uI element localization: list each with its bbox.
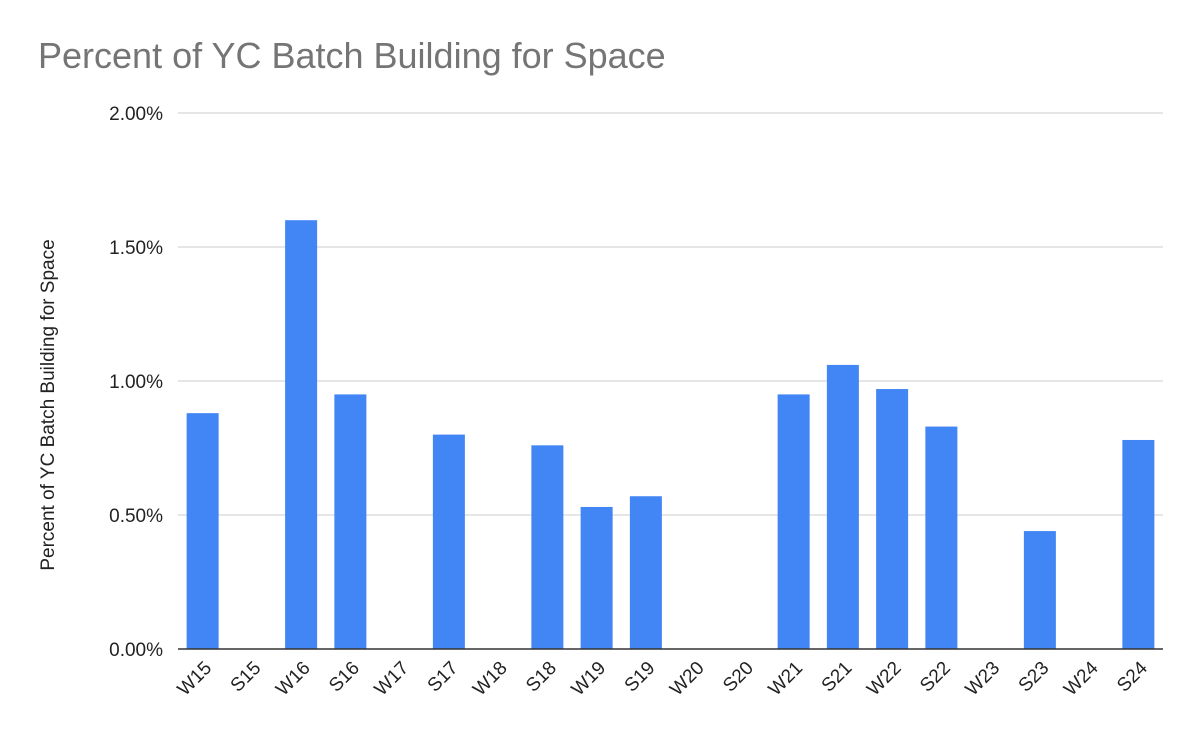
bar <box>186 413 219 649</box>
bar <box>876 389 909 649</box>
bar <box>629 496 662 649</box>
bar <box>777 394 810 649</box>
bar <box>580 506 613 649</box>
chart-title: Percent of YC Batch Building for Space <box>38 35 666 76</box>
bar <box>531 445 564 649</box>
y-tick-label: 1.50% <box>109 238 163 259</box>
bar <box>1023 531 1056 649</box>
bar <box>925 426 958 649</box>
bar <box>1122 439 1155 649</box>
y-axis-label: Percent of YC Batch Building for Space <box>38 239 59 570</box>
y-tick-label: 2.00% <box>109 104 163 125</box>
bar <box>826 364 859 649</box>
bar <box>334 394 367 649</box>
y-tick-label: 0.00% <box>109 640 163 661</box>
y-tick-label: 0.50% <box>109 506 163 527</box>
bar <box>285 220 318 649</box>
y-tick-label: 1.00% <box>109 372 163 393</box>
bar <box>432 434 465 649</box>
